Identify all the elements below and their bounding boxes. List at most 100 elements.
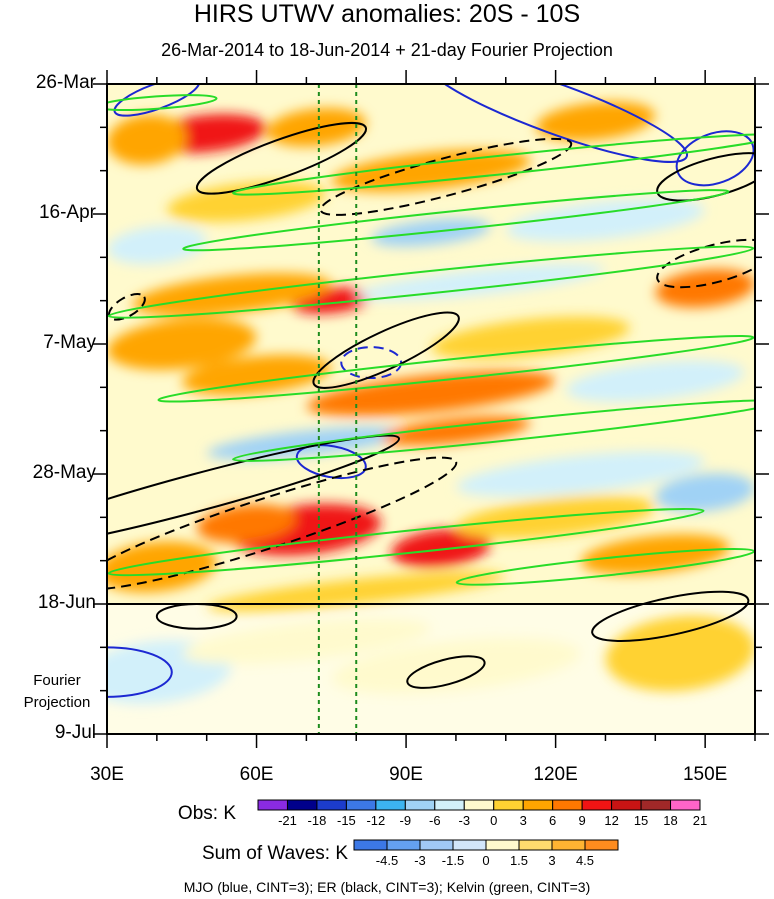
y-tick-label: 7-May — [43, 332, 96, 353]
anomaly-blob-12 — [356, 264, 605, 301]
anomaly-blob-18 — [207, 426, 406, 460]
waves-colorbar-swatch-5 — [518, 839, 553, 851]
x-tick-label: 60E — [239, 764, 274, 785]
er-contour-4 — [312, 311, 460, 389]
anomaly-blob-6 — [506, 198, 705, 242]
anomaly-blob-5 — [167, 181, 326, 222]
kelvin-contour-0 — [232, 133, 755, 196]
mjo-contour-4 — [295, 444, 367, 480]
obs-colorbar-swatch-5 — [404, 799, 436, 811]
obs-colorbar-tick-label-5: -6 — [429, 813, 441, 828]
obs-colorbar-tick-label-11: 12 — [604, 813, 618, 828]
er-contour-1 — [319, 137, 573, 216]
obs-colorbar-swatch-8 — [493, 799, 524, 811]
fourier-label-line1: Fourier — [33, 672, 81, 689]
obs-colorbar-tick-label-4: -9 — [400, 813, 412, 828]
obs-colorbar-tick-label-3: -12 — [366, 813, 385, 828]
er-contour-6 — [107, 456, 458, 591]
anomaly-blob-25 — [107, 541, 217, 593]
anomaly-blob-30 — [331, 638, 580, 694]
waves-colorbar-tick-label-2: -1.5 — [442, 853, 464, 868]
obs-colorbar-swatch-12 — [611, 799, 642, 811]
anomaly-blob-4 — [331, 149, 531, 192]
obs-colorbar-tick-label-10: 9 — [579, 813, 586, 828]
obs-colorbar-swatch-2 — [316, 799, 347, 811]
obs-colorbar-tick-label-6: -3 — [458, 813, 470, 828]
series-kelvin — [107, 94, 755, 586]
series-er — [107, 121, 755, 689]
obs-colorbar-tick-label-0: -21 — [278, 813, 297, 828]
y-tick-label: 9-Jul — [54, 722, 96, 743]
obs-colorbar-swatch-11 — [581, 799, 613, 811]
er-contour-3 — [656, 238, 755, 289]
obs-colorbar-tick-label-13: 18 — [663, 813, 677, 828]
waves-colorbar-tick-label-4: 1.5 — [510, 853, 528, 868]
plot-content — [107, 84, 755, 734]
obs-colorbar-tick-label-9: 6 — [549, 813, 556, 828]
fourier-projection-label: Fourier Projection — [8, 670, 106, 714]
anomaly-blob-16 — [182, 354, 331, 396]
colorbars: -21 -18 -15 -12 -9 -6 -3 0 3 6 9 12 15 18 21 -4.5 -3 -1.5… — [257, 799, 707, 868]
kelvin-contour-3 — [157, 334, 755, 403]
anomaly-blob-15 — [307, 370, 555, 417]
kelvin-contour-4 — [232, 399, 755, 462]
waves-colorbar-tick-label-0: -4.5 — [376, 853, 398, 868]
y-tick-label: 26-Mar — [35, 72, 96, 93]
obs-colorbar-swatch-1 — [286, 799, 318, 811]
er-contour-5 — [107, 434, 401, 551]
obs-colorbar-label: Obs: K — [177, 803, 236, 824]
obs-colorbar-swatch-7 — [463, 799, 495, 811]
er-contour-10 — [108, 293, 146, 321]
footer-note: MJO (blue, CINT=3); ER (black, CINT=3); … — [183, 879, 591, 895]
waves-colorbar-tick-label-1: -3 — [414, 853, 426, 868]
waves-colorbar-swatch-2 — [419, 839, 454, 851]
x-tick-label: 30E — [90, 764, 124, 785]
anomaly-blob-32 — [605, 615, 755, 692]
anomaly-blob-1 — [107, 114, 187, 165]
obs-colorbar-swatch-9 — [522, 799, 554, 811]
mjo-contour-1 — [423, 84, 689, 163]
obs-colorbar-tick-label-12: 15 — [634, 813, 648, 828]
anomaly-blob-17 — [566, 360, 745, 402]
anomaly-blob-19 — [456, 451, 705, 497]
obs-colorbar-swatch-6 — [434, 799, 465, 811]
anomaly-blob-14 — [431, 316, 630, 360]
x-tick-label: 120E — [533, 764, 578, 785]
obs-colorbar-swatch-4 — [375, 799, 406, 811]
y-tick-label: 16-Apr — [38, 202, 96, 223]
waves-colorbar-swatch-1 — [386, 839, 421, 851]
obs-colorbar-swatch-13 — [640, 799, 672, 811]
axes — [93, 70, 769, 748]
kelvin-contour-7 — [107, 94, 218, 112]
plot-frame — [106, 83, 756, 735]
er-contour-9 — [406, 655, 486, 689]
anomaly-blob-8 — [107, 225, 207, 265]
anomaly-blob-23 — [391, 529, 491, 568]
er-contour-0 — [195, 121, 368, 195]
obs-colorbar-tick-label-8: 3 — [520, 813, 527, 828]
obs-colorbar-swatch-0 — [257, 799, 288, 811]
waves-colorbar-tick-label-6: 4.5 — [576, 853, 594, 868]
kelvin-contour-5 — [107, 507, 705, 577]
obs-colorbar-tick-label-1: -18 — [308, 813, 327, 828]
obs-colorbar-tick-label-2: -15 — [337, 813, 356, 828]
waves-colorbar-swatch-6 — [551, 839, 586, 851]
fourier-label-line2: Projection — [23, 694, 91, 711]
obs-colorbar-swatch-14 — [670, 799, 701, 811]
waves-colorbar-label: Sum of Waves: K — [201, 843, 348, 864]
anomaly-blob-20 — [381, 416, 531, 446]
anomaly-blob-28 — [655, 473, 755, 512]
plot-area — [107, 84, 755, 734]
anomaly-blob-31 — [182, 618, 431, 664]
obs-colorbar-tick-label-7: 0 — [490, 813, 497, 828]
mjo-contour-5 — [107, 646, 173, 698]
waves-colorbar-swatch-0 — [353, 839, 388, 851]
anomaly-blob-13 — [107, 318, 257, 370]
obs-colorbar-tick-label-14: 21 — [693, 813, 707, 828]
anomaly-field — [107, 101, 755, 704]
waves-colorbar-swatch-4 — [485, 839, 520, 851]
x-tick-label: 90E — [389, 764, 423, 785]
obs-colorbar-swatch-10 — [552, 799, 583, 811]
obs-colorbar-swatch-3 — [345, 799, 377, 811]
